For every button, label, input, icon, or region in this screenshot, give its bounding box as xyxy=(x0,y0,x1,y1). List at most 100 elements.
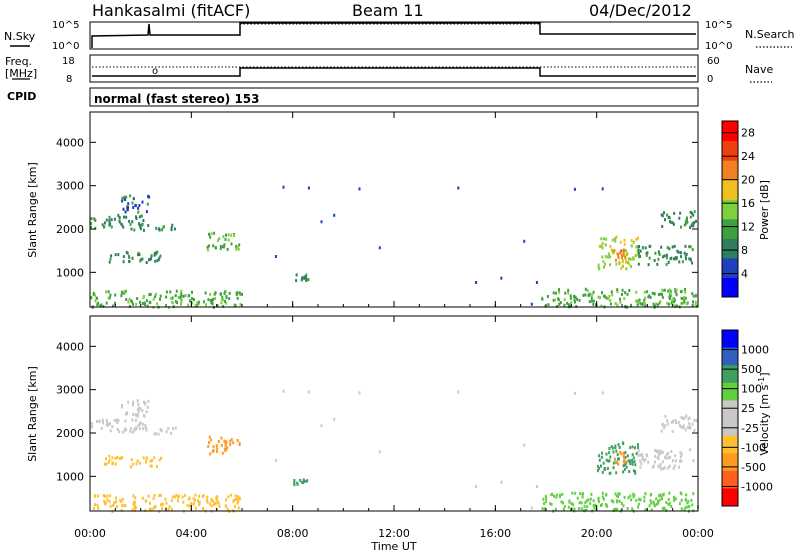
power-cell xyxy=(108,218,111,222)
velocity-cell xyxy=(142,414,145,417)
velocity-cell xyxy=(665,508,668,512)
velocity-cell xyxy=(115,418,118,422)
power-cell xyxy=(133,228,136,232)
velocity-cell xyxy=(666,419,669,423)
power-patch xyxy=(660,210,697,230)
velocity-cell xyxy=(145,410,148,414)
velocity-cell xyxy=(657,464,660,468)
velocity-cell xyxy=(145,456,148,460)
power-cell xyxy=(602,237,605,241)
power-cell xyxy=(159,254,162,258)
velocity-cell xyxy=(217,440,220,443)
velocity-patch xyxy=(293,478,309,487)
nsearch-tick-top: 10^5 xyxy=(705,20,732,31)
power-cell xyxy=(588,293,591,297)
power-cell xyxy=(211,298,214,302)
power-cell xyxy=(175,289,178,293)
nsky-label: N.Sky xyxy=(4,30,36,43)
power-cell xyxy=(206,245,209,249)
velocity-cell xyxy=(570,507,573,511)
power-cell xyxy=(234,303,237,307)
power-cell xyxy=(574,295,577,299)
velocity-cell xyxy=(618,446,621,449)
power-cell xyxy=(138,222,141,226)
power-cell xyxy=(621,259,624,262)
velocity-cell xyxy=(105,419,108,422)
power-cell xyxy=(620,256,623,260)
power-colorbar-swatch xyxy=(722,160,738,181)
power-cell xyxy=(668,288,671,292)
velocity-cell xyxy=(653,504,656,508)
velocity-cell xyxy=(545,496,548,500)
power-cell xyxy=(636,245,639,249)
velocity-cell xyxy=(213,503,216,507)
velocity-cell xyxy=(629,446,632,450)
power-cell xyxy=(655,302,658,306)
power-cell xyxy=(607,252,610,256)
power-cell xyxy=(180,294,183,298)
velocity-cell xyxy=(623,457,626,461)
power-cell xyxy=(197,301,200,305)
velocity-cell xyxy=(653,502,655,506)
power-cell xyxy=(180,302,182,306)
velocity-cell xyxy=(637,453,640,457)
power-cell xyxy=(616,290,619,294)
power-cell xyxy=(557,297,560,301)
power-cell xyxy=(667,215,670,219)
power-cell xyxy=(616,288,619,292)
power-cell xyxy=(684,222,687,226)
velocity-cell xyxy=(153,493,156,497)
power-cell xyxy=(135,215,137,219)
power-cell xyxy=(663,288,666,292)
power-cell xyxy=(661,293,664,296)
power-cell xyxy=(636,303,639,307)
velocity-cell xyxy=(218,504,221,508)
power-cell xyxy=(225,295,228,298)
power-cell xyxy=(204,291,207,295)
power-cell xyxy=(153,251,156,255)
power-cell xyxy=(180,292,183,296)
nsky-tick-top: 10^5 xyxy=(52,20,79,31)
velocity-cell xyxy=(108,454,111,458)
power-cell xyxy=(171,296,174,300)
velocity-cell xyxy=(594,503,597,507)
velocity-cell xyxy=(593,506,596,510)
velocity-point xyxy=(601,391,604,395)
velocity-cell xyxy=(139,407,142,411)
velocity-cell xyxy=(106,498,109,502)
power-cell xyxy=(122,260,125,264)
power-cell xyxy=(615,262,618,266)
velocity-cell xyxy=(615,500,618,504)
power-colorbar-swatch xyxy=(722,218,738,239)
power-cell xyxy=(236,291,239,295)
velocity-cell xyxy=(654,449,657,453)
power-point xyxy=(282,185,285,189)
power-cell xyxy=(669,297,671,300)
velocity-cell xyxy=(237,500,240,504)
power-cell xyxy=(623,297,626,301)
power-cell xyxy=(610,290,613,294)
power-cell xyxy=(624,291,627,295)
power-cell xyxy=(202,300,205,304)
power-cell xyxy=(236,246,239,249)
velocity-cell xyxy=(144,424,147,428)
power-cell xyxy=(108,260,111,264)
power-patch xyxy=(637,244,694,267)
velocity-cell xyxy=(590,492,593,496)
power-cell xyxy=(127,300,130,304)
velocity-cell xyxy=(306,479,309,483)
power-cell xyxy=(605,237,608,241)
velocity-cell xyxy=(108,458,111,462)
x-tick-label: 00:00 xyxy=(74,527,106,540)
power-cell xyxy=(601,242,604,246)
velocity-cell xyxy=(693,429,696,432)
velocity-cell xyxy=(685,414,688,418)
power-cell xyxy=(546,295,549,298)
power-cell xyxy=(638,245,640,248)
power-cell xyxy=(131,300,134,304)
velocity-cell xyxy=(586,505,589,509)
velocity-cell xyxy=(149,507,151,511)
velocity-cell xyxy=(589,501,592,505)
velocity-cell xyxy=(639,465,642,469)
power-cell xyxy=(214,297,217,300)
